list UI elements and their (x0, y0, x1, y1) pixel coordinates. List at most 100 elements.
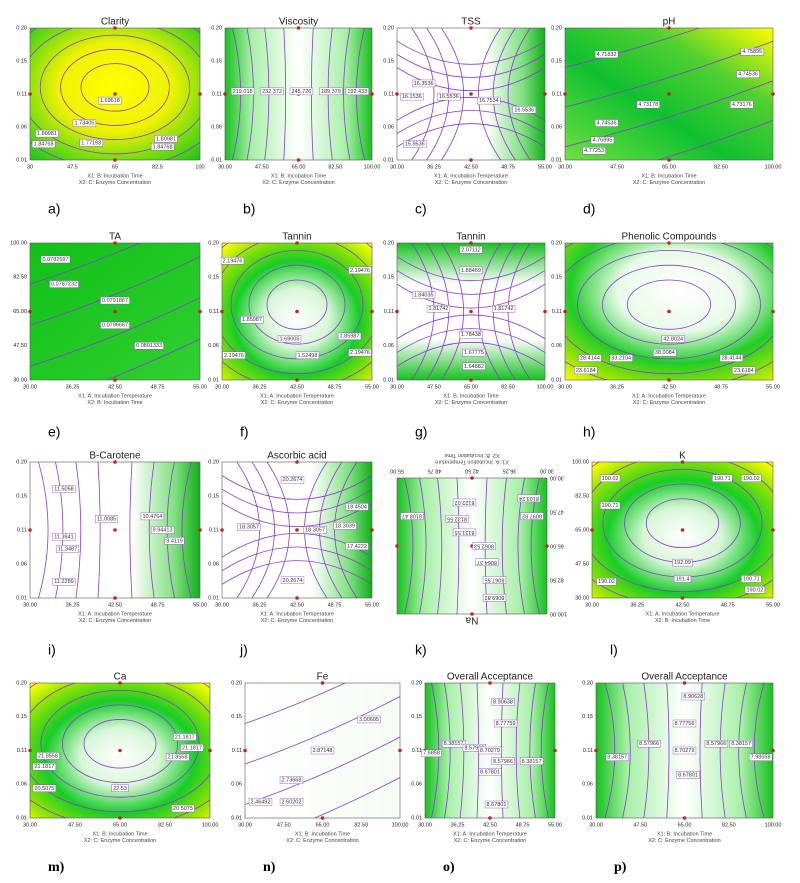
contour-label-box (712, 474, 733, 483)
y-tick-label: 0.15 (383, 275, 394, 281)
design-point (320, 816, 325, 820)
x-tick-label: 42.50 (483, 822, 497, 828)
contour-line (222, 502, 372, 527)
contour-label: 23.6184 (576, 368, 596, 374)
contour-label-box (582, 147, 606, 155)
contour-label-box (574, 366, 598, 375)
x-tick-label: 36.25 (427, 164, 441, 170)
design-point (488, 816, 492, 820)
contour-label-box (100, 296, 130, 305)
contour-label-box (740, 48, 764, 56)
contour-label-box (164, 537, 185, 545)
contour-label: 0.0782597 (43, 257, 69, 263)
contour-label-box (237, 523, 261, 531)
x-tick-label: 47.50 (633, 822, 647, 828)
contour-line (248, 264, 346, 345)
design-point (198, 528, 202, 532)
contour-label-box (491, 698, 515, 706)
contour-label: 1.69618 (100, 98, 120, 104)
x-tick-label: 48.75 (516, 822, 530, 828)
contour-label-box (596, 577, 617, 586)
contour-label: 8.67801 (487, 802, 507, 808)
contour-label-box (165, 753, 190, 761)
contour-label-box (240, 316, 264, 324)
contour-label: 17.4222 (347, 544, 367, 550)
panel-letter: j) (239, 642, 248, 658)
design-point (370, 528, 374, 532)
y-tick-label: 0.20 (208, 459, 219, 465)
contour-label: 192.09 (674, 560, 691, 566)
contour-label-box (661, 335, 685, 343)
contour-line (397, 270, 545, 295)
contour-line (529, 683, 536, 818)
x-tick-label: 55.00 (365, 384, 379, 390)
contour-line (251, 462, 275, 598)
y-tick-label: 0.15 (411, 714, 422, 720)
panel-title: Phenolic Compounds (621, 232, 716, 243)
y-tick-label: 0.01 (16, 157, 27, 163)
y-tick-label: 0.06 (383, 124, 394, 130)
contour-label: 10.4764 (142, 514, 162, 520)
design-point (469, 26, 473, 30)
design-point (113, 460, 117, 464)
design-point (680, 528, 685, 532)
contour-label-box (260, 87, 284, 96)
y-tick-label: 0.01 (208, 377, 219, 383)
contour-label: 8.57966 (464, 745, 484, 751)
design-point (667, 26, 671, 30)
contour-label-box (704, 740, 729, 748)
contour-line (592, 462, 773, 593)
design-point (295, 241, 299, 245)
contour-label: 16.5536 (514, 107, 534, 113)
contour-label: 20.5075 (173, 806, 193, 812)
plot-area: 20.2674 18.3057 18.3057 18.3039 18.4504 17.42… (208, 451, 379, 624)
y-tick-label: 65.00 (575, 527, 589, 533)
contour-label-box (732, 366, 756, 375)
contour-label: 8.77759 (496, 721, 516, 727)
design-point (295, 596, 299, 600)
design-point (594, 748, 598, 753)
x-tick-label: 82.50 (158, 822, 172, 828)
x-tick-label: 48.75 (328, 384, 342, 390)
design-point (563, 92, 567, 96)
x-tick-label: 30.00 (23, 384, 37, 390)
panel-title: Tannin (456, 232, 485, 243)
design-point (395, 544, 399, 548)
x-axis-label: X2: C: Enzyme Concentration (79, 618, 151, 624)
contour-label-box (220, 257, 245, 265)
contour-label: 8067.55 (485, 577, 505, 583)
panel: 16.3536 16.1536 16.5536 16.7534 16.5536 15.95… (383, 17, 552, 217)
y-tick-label: 0.11 (552, 309, 562, 315)
design-point (198, 309, 202, 314)
contour-line (753, 683, 765, 818)
x-axis-label: X1: B: Incubation Time (271, 173, 326, 179)
design-point (113, 241, 117, 245)
contour-label: 1.73405 (74, 120, 94, 126)
y-tick-label: 0.01 (411, 815, 422, 821)
y-tick-label: 0.06 (411, 782, 422, 788)
y-tick-label: 0.11 (17, 748, 27, 754)
contour-line (30, 297, 200, 367)
contour-label: 190.02 (602, 476, 619, 482)
y-tick-label: 0.06 (551, 124, 562, 130)
contours (222, 462, 372, 598)
contour-label: 245.726 (291, 89, 311, 95)
contour-label-box (445, 515, 469, 523)
contour-label-box (672, 558, 693, 567)
plot-area: 219.018 232.372 245.726 189.379 192.433 0.20 0… (211, 17, 380, 186)
contour-label-box (248, 798, 273, 806)
x-axis-label: X1: A: Incubation Temperature (434, 173, 508, 179)
plot-area: 8.90628 8.77756 8.57966 8.70279 8.57966 8.381… (582, 672, 781, 844)
panel: 219.018 232.372 245.726 189.379 192.433 0.20 0… (211, 17, 380, 217)
contour-line (738, 683, 747, 818)
contour-line (222, 488, 372, 514)
contour-label: 2.07112 (461, 247, 480, 253)
x-tick-label: 100 (195, 164, 204, 170)
contour-line (441, 28, 464, 160)
contour-line (419, 478, 427, 614)
contour-label: 189.379 (321, 89, 341, 95)
y-tick-label: 0.11 (17, 527, 27, 533)
contour-line (83, 719, 157, 769)
contour-label-box (403, 140, 427, 148)
contour-line (397, 256, 545, 281)
